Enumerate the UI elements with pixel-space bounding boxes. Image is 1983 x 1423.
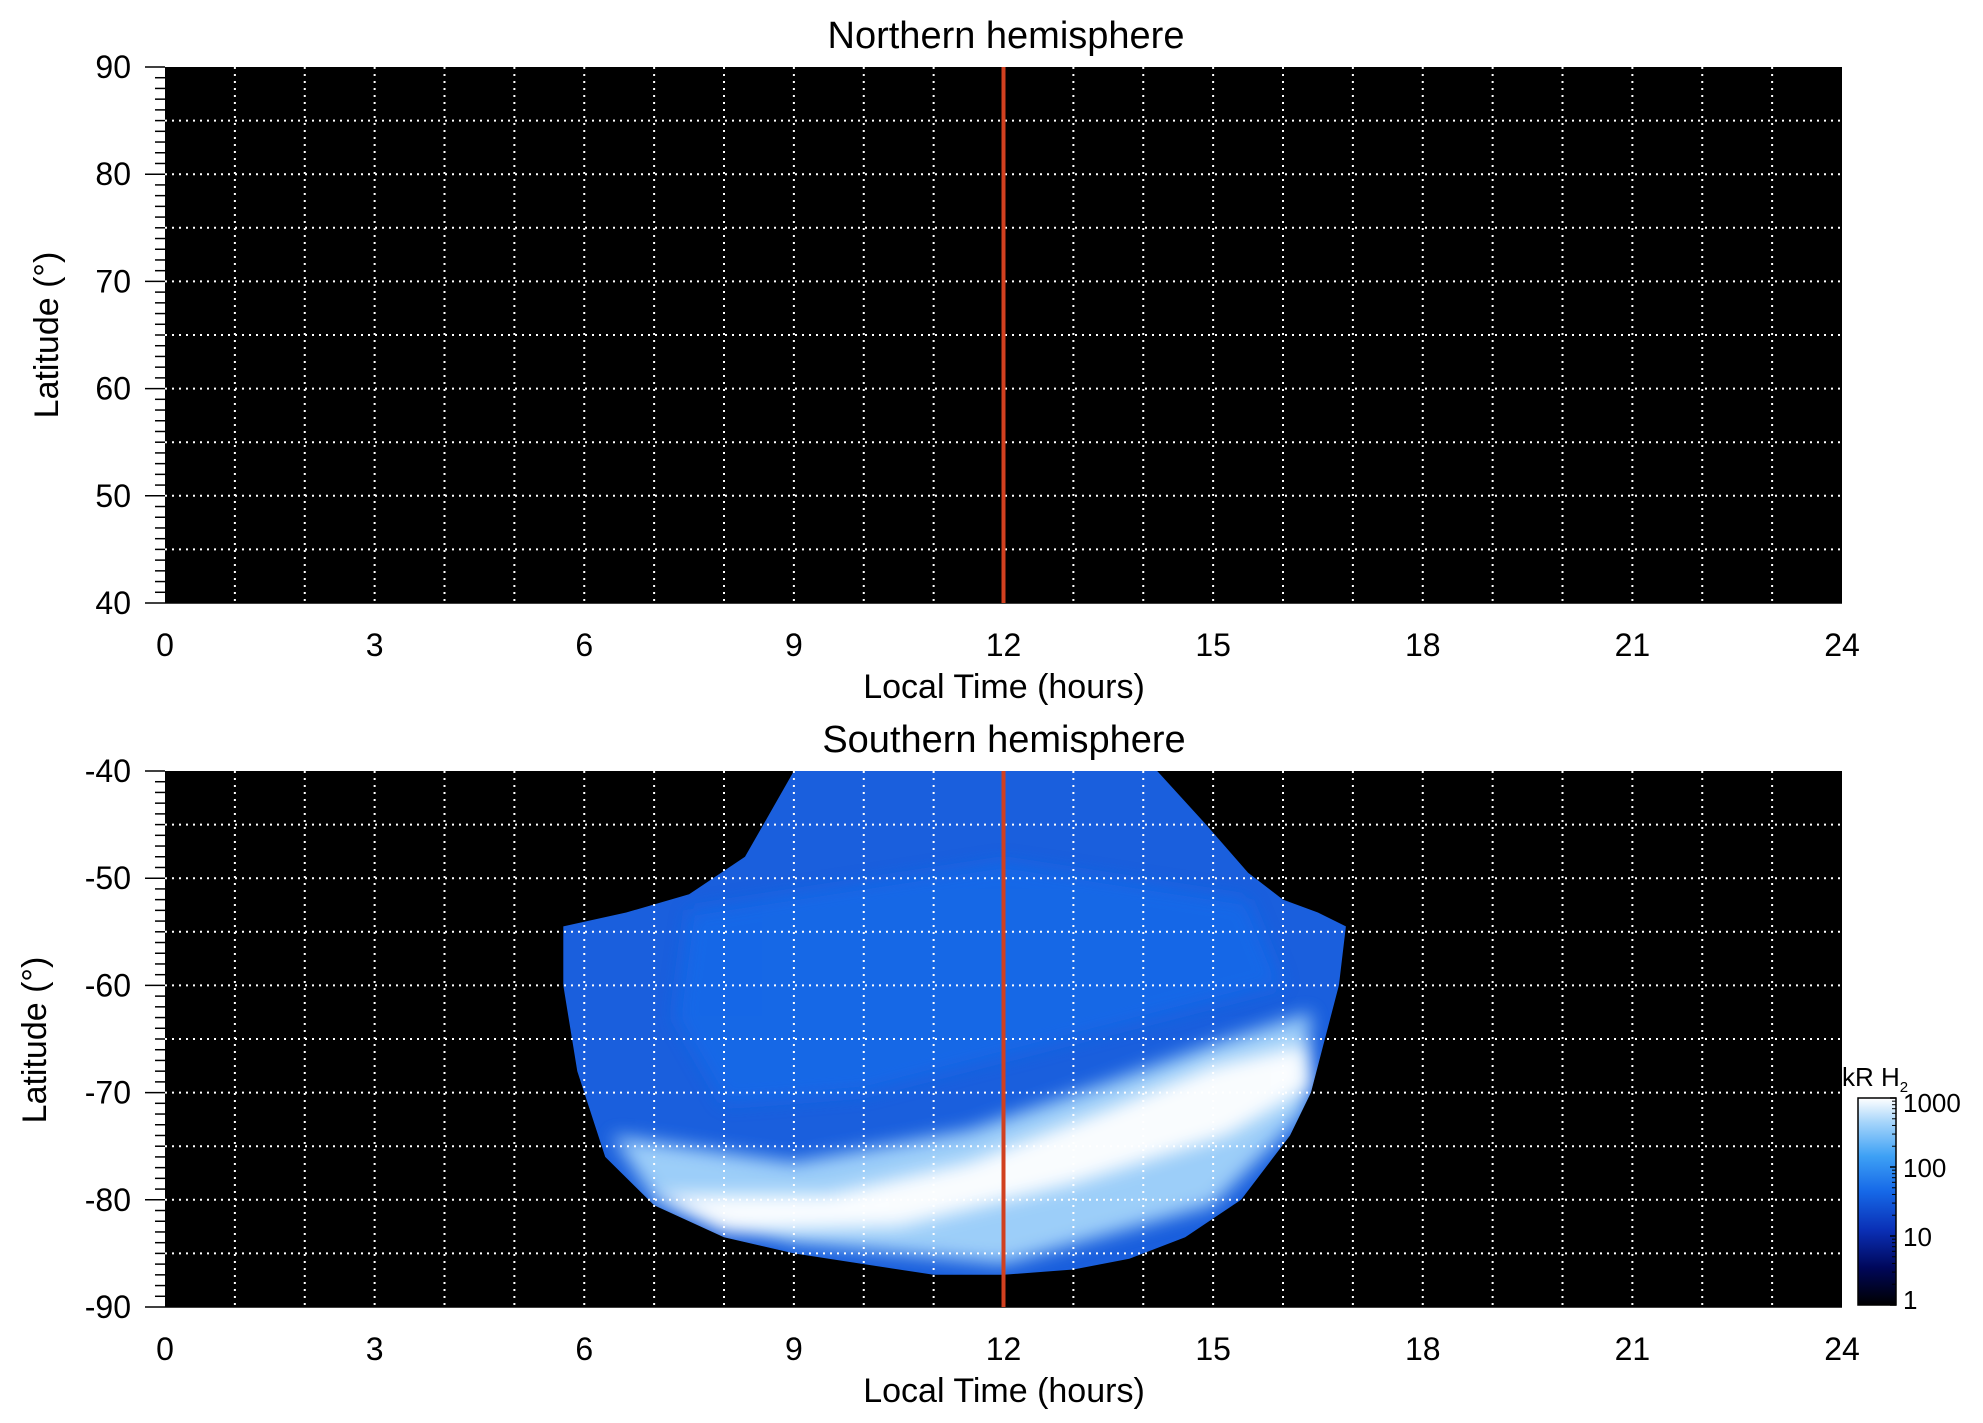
chart-title-north: Northern hemisphere (828, 15, 1185, 57)
grid-south (165, 771, 1842, 1307)
southern-hemisphere-panel: Southern hemisphere 0 3 6 9 12 15 18 21 24 -40 -5… (16, 719, 1860, 1410)
colorbar-tick-label: 10 (1903, 1222, 1932, 1252)
y-tick-label: 60 (95, 371, 131, 407)
x-axis-label-south: Local Time (hours) (863, 1372, 1145, 1410)
colorbar: kR H2 1000 100 10 1 (1842, 1062, 1961, 1315)
x-tick-label: 3 (366, 627, 384, 663)
x-tick-label: 6 (575, 627, 593, 663)
x-tick-labels-south: 0 3 6 9 12 15 18 21 24 (156, 1331, 1860, 1367)
y-axis-label-north: Latitude (°) (28, 252, 66, 419)
colorbar-tick-label: 1000 (1903, 1088, 1961, 1118)
x-tick-label: 9 (785, 627, 803, 663)
y-tick-label: -60 (85, 967, 131, 1003)
northern-hemisphere-panel: Northern hemisphere 0 3 6 9 12 15 18 21 24 90 80 7… (28, 15, 1860, 706)
emission-region-0 (675, 862, 1283, 1104)
x-tick-label: 12 (986, 627, 1022, 663)
y-tick-labels-south: -40 -50 -60 -70 -80 -90 (85, 753, 131, 1325)
auroral-emission-map (563, 771, 1346, 1275)
colorbar-ticks: 1000 100 10 1 (1890, 1088, 1961, 1315)
x-tick-label: 15 (1195, 1331, 1231, 1367)
x-tick-label: 24 (1824, 627, 1860, 663)
y-tick-label: 50 (95, 478, 131, 514)
x-tick-label: 0 (156, 627, 174, 663)
x-axis-label-north: Local Time (hours) (863, 668, 1145, 706)
colorbar-tick-label: 1 (1903, 1285, 1917, 1315)
y-tick-label: 80 (95, 156, 131, 192)
emission-region-2 (654, 1044, 1311, 1232)
y-tick-label: -40 (85, 753, 131, 789)
x-tick-label: 15 (1195, 627, 1231, 663)
y-tick-label: -70 (85, 1075, 131, 1111)
chart-title-south: Southern hemisphere (822, 719, 1185, 761)
x-tick-label: 3 (366, 1331, 384, 1367)
y-tick-labels-north: 90 80 70 60 50 40 (95, 49, 131, 621)
x-tick-label: 12 (986, 1331, 1022, 1367)
y-axis-label-south: Latitude (°) (16, 957, 54, 1124)
x-tick-label: 21 (1615, 627, 1651, 663)
x-tick-label: 24 (1824, 1331, 1860, 1367)
x-tick-label: 0 (156, 1331, 174, 1367)
x-tick-label: 9 (785, 1331, 803, 1367)
y-tick-label: 70 (95, 263, 131, 299)
x-tick-label: 21 (1615, 1331, 1651, 1367)
y-tick-label: 90 (95, 49, 131, 85)
x-tick-label: 18 (1405, 627, 1441, 663)
x-tick-labels-north: 0 3 6 9 12 15 18 21 24 (156, 627, 1860, 663)
colorbar-unit-label: kR H2 (1842, 1062, 1908, 1096)
y-tick-label: -80 (85, 1182, 131, 1218)
x-tick-label: 6 (575, 1331, 593, 1367)
y-tick-label: 40 (95, 585, 131, 621)
colorbar-gradient (1857, 1097, 1897, 1306)
x-tick-label: 18 (1405, 1331, 1441, 1367)
y-tick-label: -90 (85, 1289, 131, 1325)
y-tick-label: -50 (85, 860, 131, 896)
colorbar-tick-label: 100 (1903, 1153, 1946, 1183)
grid-north (165, 67, 1842, 603)
